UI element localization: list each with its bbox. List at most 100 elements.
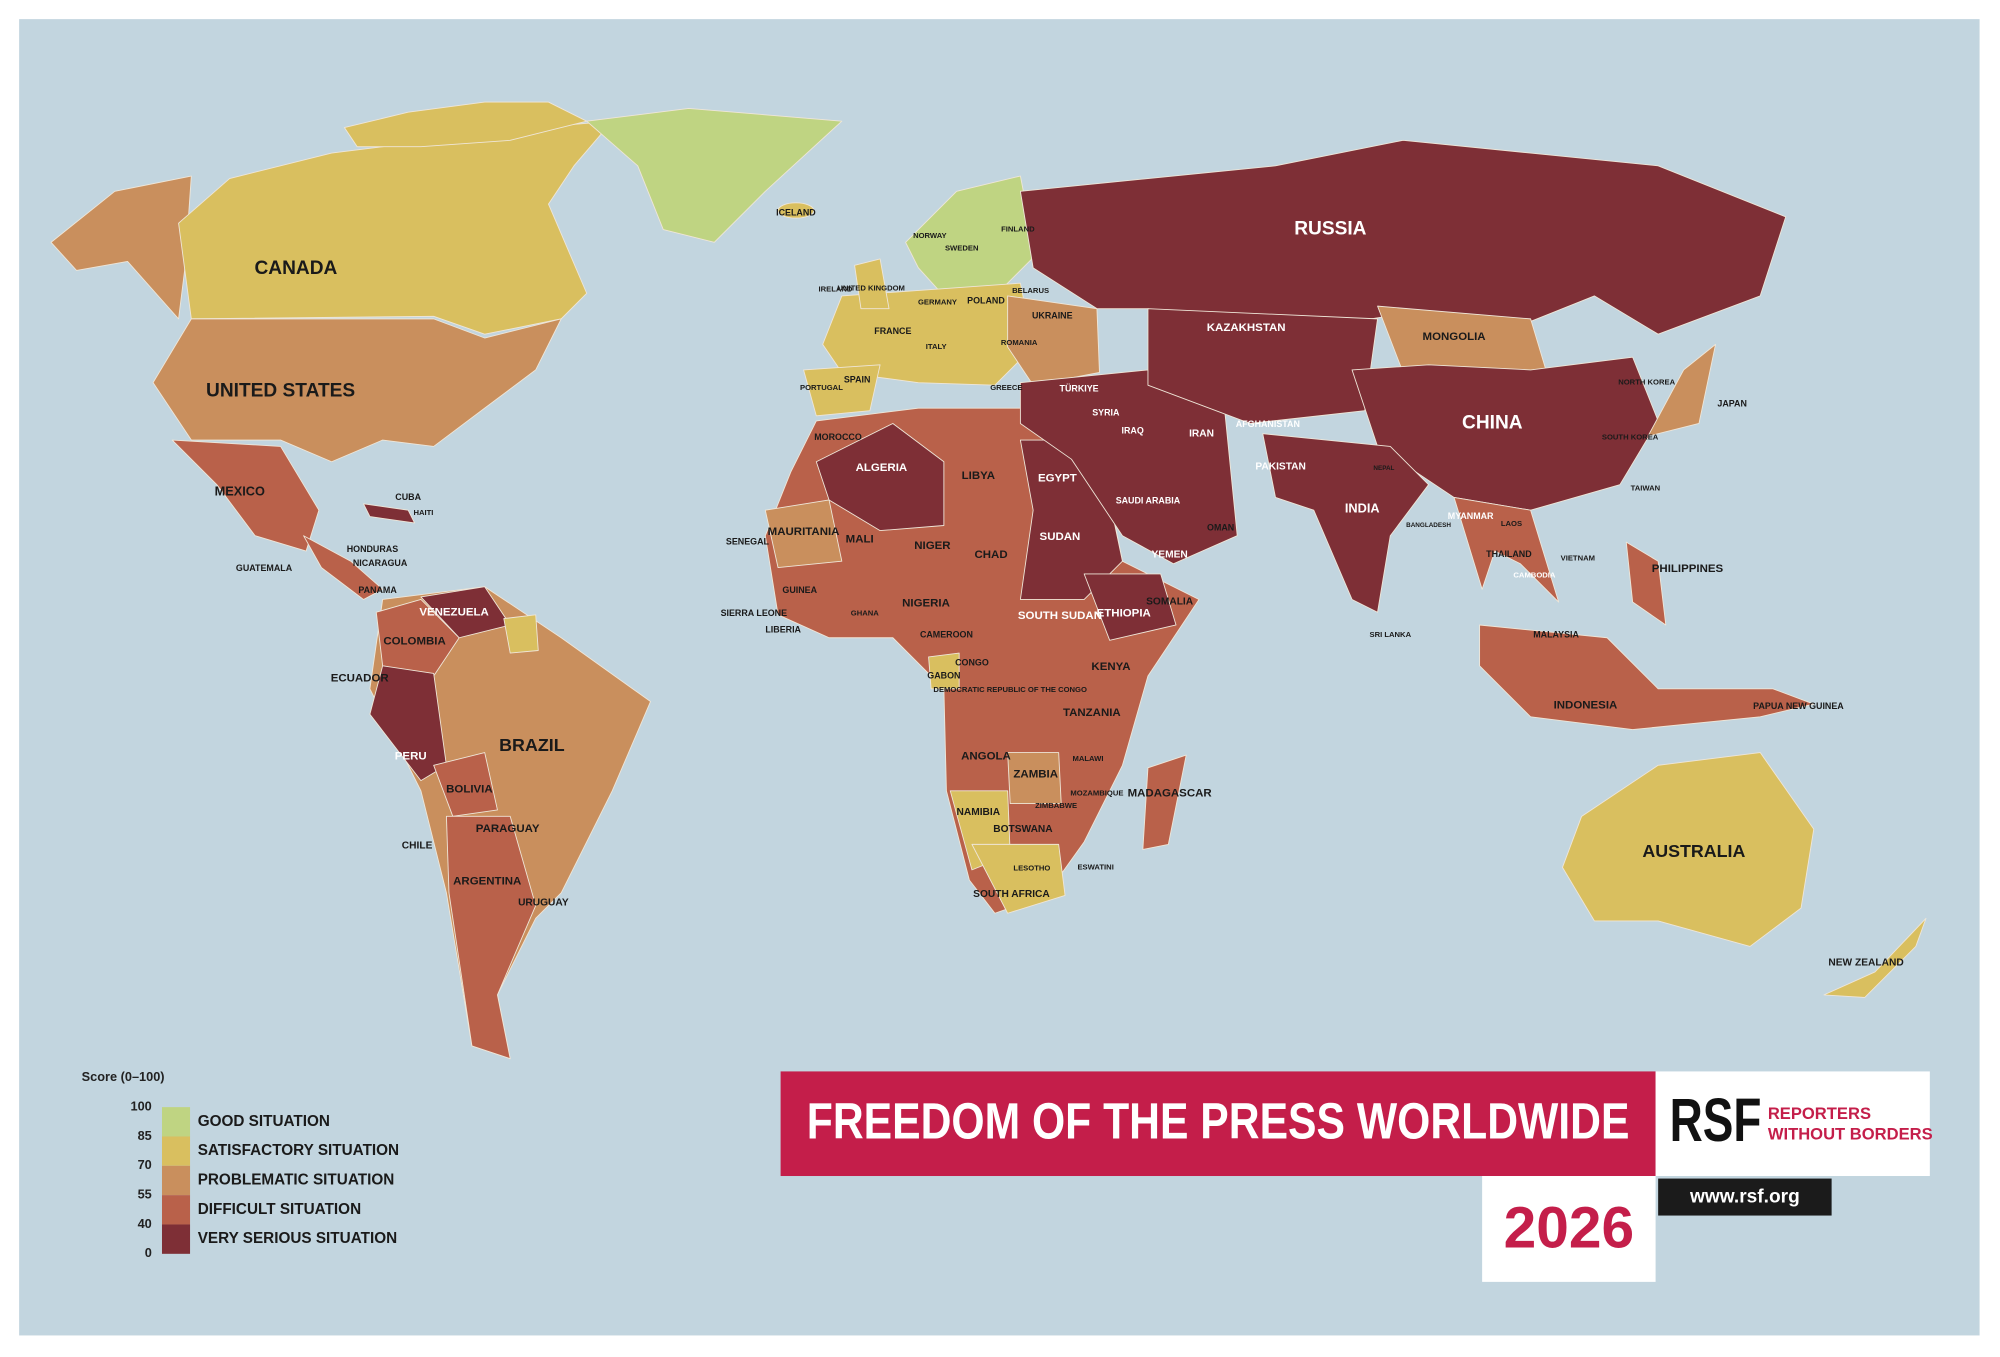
country-label: PANAMA — [358, 585, 397, 595]
country-label: ZIMBABWE — [1035, 801, 1077, 810]
country-label: ITALY — [926, 342, 947, 351]
country-label: NEW ZEALAND — [1828, 958, 1903, 969]
country-label: BELARUS — [1012, 286, 1049, 295]
year: 2026 — [1504, 1196, 1635, 1261]
country-label: CAMBODIA — [1513, 570, 1556, 579]
country-label: SWEDEN — [945, 244, 979, 253]
country-shape — [363, 503, 415, 524]
country-label: LESOTHO — [1013, 864, 1050, 873]
country-label: SOUTH KOREA — [1602, 433, 1659, 442]
country-label: CHINA — [1462, 413, 1523, 434]
country-shape — [178, 120, 613, 335]
country-label: BOLIVIA — [446, 784, 493, 796]
legend-swatch — [161, 1224, 191, 1254]
country-label: ZAMBIA — [1013, 768, 1058, 780]
country-label: MYANMAR — [1448, 511, 1494, 521]
legend-tick-label: 85 — [138, 1128, 152, 1143]
country-label: UNITED KINGDOM — [837, 283, 904, 292]
banner: FREEDOM OF THE PRESS WORLDWIDE RSF REPOR… — [780, 1071, 1933, 1282]
country-shape — [1823, 917, 1927, 998]
country-label: GHANA — [851, 609, 879, 618]
country-label: SIERRA LEONE — [721, 608, 788, 618]
country-label: UKRAINE — [1032, 311, 1073, 321]
country-label: GABON — [927, 670, 960, 680]
country-label: POLAND — [967, 295, 1005, 305]
country-label: PORTUGAL — [800, 383, 843, 392]
country-label: PAPUA NEW GUINEA — [1753, 701, 1844, 711]
country-label: NAMIBIA — [957, 807, 1001, 818]
country-label: ETHIOPIA — [1097, 608, 1151, 620]
country-label: KENYA — [1091, 661, 1130, 673]
country-label: CONGO — [955, 658, 989, 668]
country-label: PAKISTAN — [1255, 462, 1306, 473]
country-label: NIGER — [914, 540, 951, 552]
country-label: GUATEMALA — [236, 563, 293, 573]
country-label: URUGUAY — [518, 898, 569, 909]
country-label: MADAGASCAR — [1128, 787, 1213, 799]
country-label: THAILAND — [1486, 549, 1532, 559]
brand-line: REPORTERS — [1768, 1104, 1871, 1123]
legend-label: PROBLEMATIC SITUATION — [198, 1172, 395, 1189]
country-label: GERMANY — [918, 297, 957, 306]
country-shape — [50, 175, 192, 320]
country-shape — [369, 665, 447, 782]
country-label: ESWATINI — [1077, 862, 1113, 871]
legend-tick-label: 40 — [138, 1216, 152, 1231]
country-label: SPAIN — [844, 374, 871, 384]
country-shape — [1142, 754, 1187, 850]
legend-swatch — [161, 1136, 191, 1166]
country-label: JAPAN — [1717, 399, 1747, 409]
country-label: NICARAGUA — [353, 558, 408, 568]
country-label: YEMEN — [1152, 550, 1188, 561]
country-label: MALI — [846, 534, 874, 546]
country-label: MOROCCO — [814, 432, 862, 442]
country-shape — [303, 535, 384, 600]
country-labels: RUSSIA CHINA CANADA UNITED STATES BRAZIL AUST… — [206, 207, 1904, 968]
country-label: HONDURAS — [347, 544, 399, 554]
country-label: CAMEROON — [920, 630, 973, 640]
url-box — [1658, 1178, 1832, 1216]
country-label: PHILIPPINES — [1652, 563, 1724, 575]
country-shape — [375, 599, 460, 677]
legend-label: VERY SERIOUS SITUATION — [198, 1230, 397, 1247]
logo-box — [1655, 1071, 1930, 1177]
country-label: GREECE — [990, 383, 1022, 392]
country-label: HAITI — [413, 508, 433, 517]
country-label: UNITED STATES — [206, 381, 355, 402]
country-shape — [1562, 752, 1815, 947]
country-label: VIETNAM — [1561, 554, 1595, 563]
country-shape — [777, 202, 815, 219]
country-label: GUINEA — [782, 585, 817, 595]
country-label: MAURITANIA — [768, 526, 840, 538]
country-label: CHILE — [402, 840, 433, 851]
country-label: MALAWI — [1073, 754, 1104, 763]
country-label: CHAD — [974, 549, 1007, 561]
country-shape — [1453, 496, 1560, 603]
country-label: ROMANIA — [1001, 338, 1038, 347]
country-shape — [152, 318, 562, 463]
country-label: SOUTH SUDAN — [1018, 610, 1102, 622]
country-label: LIBYA — [962, 470, 995, 482]
country-label: ALGERIA — [856, 462, 908, 474]
country-label: EGYPT — [1038, 472, 1077, 484]
logo: RSF — [1670, 1086, 1762, 1154]
country-label: KAZAKHSTAN — [1207, 322, 1286, 334]
legend: Score (0–100) 100 85 70 55 40 0 GOOD SITUATION… — [82, 1069, 399, 1260]
country-shape — [1262, 433, 1430, 613]
country-label: CUBA — [395, 492, 421, 502]
country-label: SUDAN — [1040, 531, 1081, 543]
country-shape — [586, 107, 843, 243]
country-shape — [445, 815, 537, 1060]
country-shape — [971, 843, 1066, 914]
country-label: COLOMBIA — [383, 636, 445, 648]
legend-label: DIFFICULT SITUATION — [198, 1201, 361, 1218]
country-label: ANGOLA — [961, 750, 1011, 762]
country-label: CANADA — [254, 258, 337, 279]
legend-swatch — [161, 1195, 191, 1225]
country-label: TÜRKIYE — [1060, 383, 1099, 393]
legend-tick-label: 100 — [131, 1099, 152, 1114]
country-label: DEMOCRATIC REPUBLIC OF THE CONGO — [933, 685, 1087, 694]
country-label: FINLAND — [1001, 225, 1035, 234]
